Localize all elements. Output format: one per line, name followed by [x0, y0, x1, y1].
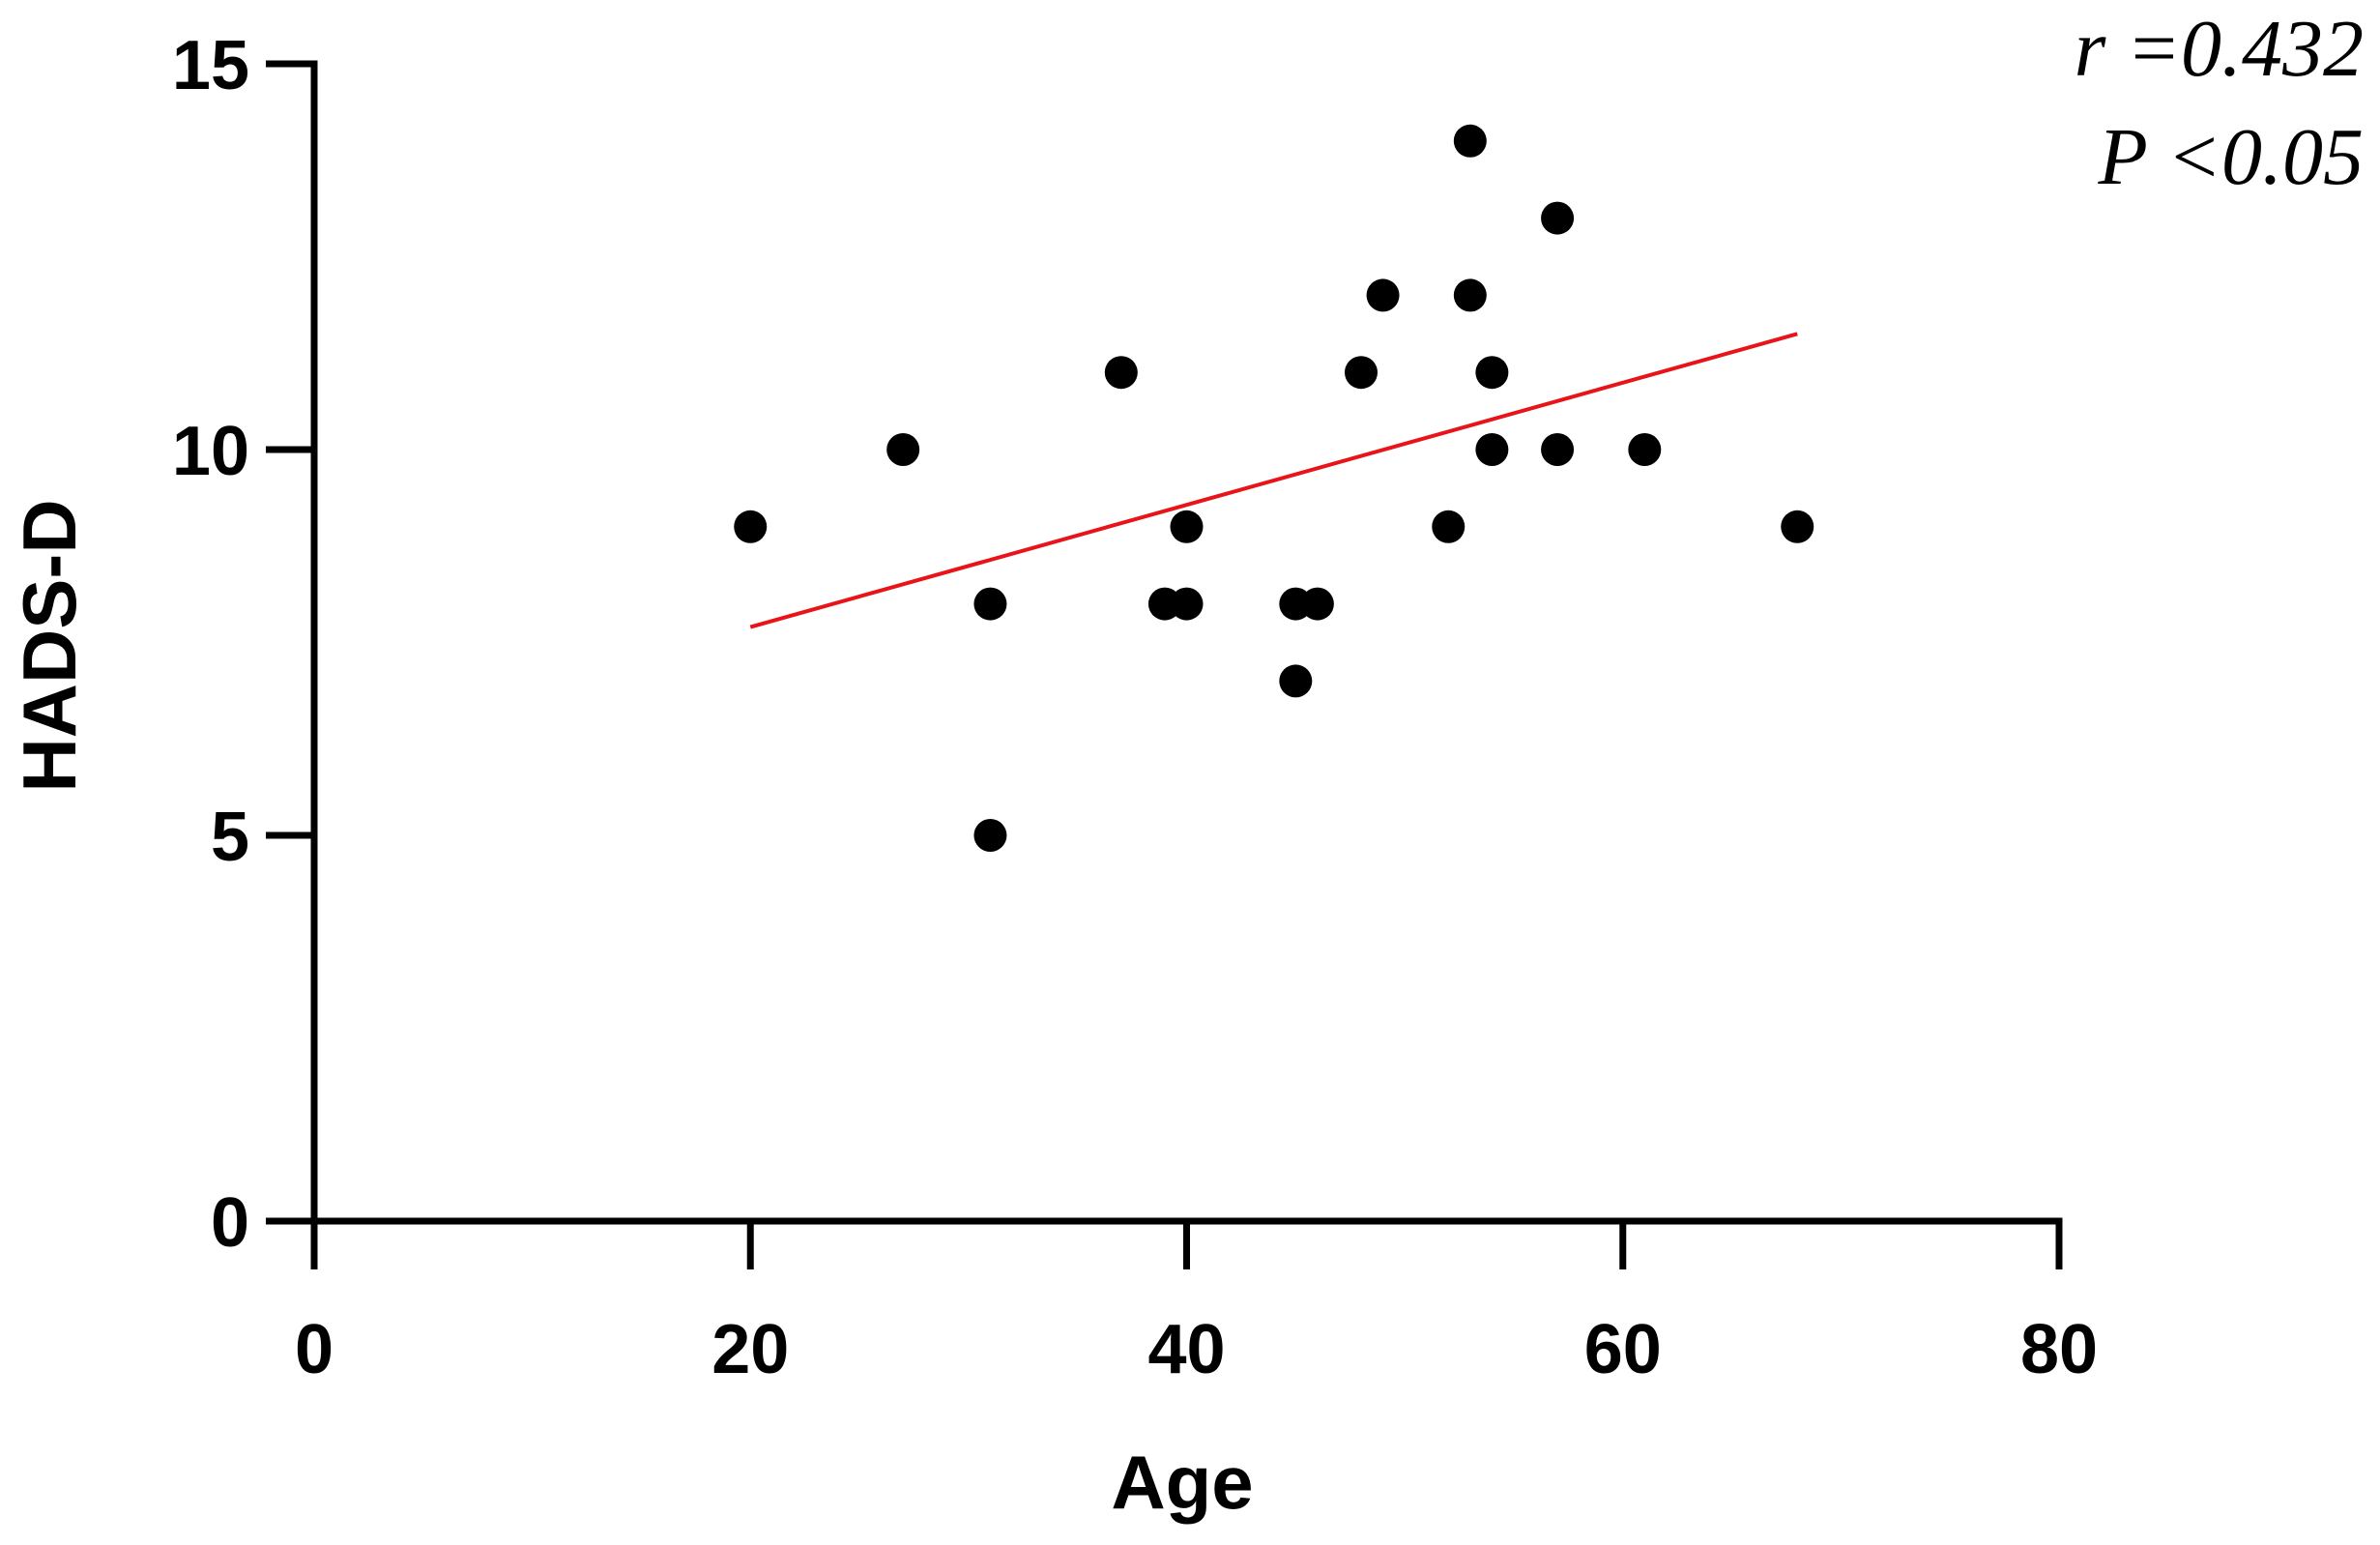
- data-point: [1453, 124, 1487, 158]
- data-point: [973, 819, 1007, 852]
- x-tick-label: 80: [2020, 1311, 2098, 1388]
- data-point: [1170, 587, 1204, 621]
- data-point: [1432, 510, 1466, 543]
- y-ticks: 0 5 10 15: [172, 27, 314, 1262]
- data-point: [1279, 664, 1313, 698]
- p-value-text: P <0.05: [2098, 112, 2364, 202]
- y-axis-label: HADS-D: [7, 499, 92, 792]
- data-point: [1345, 356, 1378, 390]
- x-tick-label: 20: [711, 1311, 789, 1388]
- x-tick-label: 60: [1584, 1311, 1662, 1388]
- data-point: [1541, 433, 1575, 466]
- x-tick-label: 40: [1147, 1311, 1225, 1388]
- y-tick-label: 5: [211, 799, 249, 876]
- data-points: [734, 124, 1814, 852]
- x-axis-label: Age: [1111, 1440, 1253, 1525]
- y-tick-label: 10: [172, 413, 249, 490]
- data-point: [886, 433, 920, 466]
- plot-area: 0 20 40 60 80 0 5 10 15: [172, 27, 2098, 1388]
- data-point: [1453, 278, 1487, 312]
- x-tick-label: 0: [295, 1311, 334, 1388]
- x-ticks: 0 20 40 60 80: [295, 1221, 2098, 1388]
- y-tick-label: 0: [211, 1184, 249, 1262]
- data-point: [1300, 587, 1334, 621]
- regression-line: [749, 332, 1798, 629]
- correlation-coefficient-text: r =0.432: [2075, 4, 2364, 94]
- data-point: [1541, 201, 1575, 235]
- data-point: [1781, 510, 1814, 543]
- data-point: [973, 587, 1007, 621]
- y-tick-label: 15: [172, 27, 249, 104]
- data-point: [1104, 356, 1138, 390]
- data-point: [1170, 510, 1204, 543]
- data-point: [1475, 356, 1509, 390]
- data-point: [734, 510, 768, 543]
- data-point: [1628, 433, 1662, 466]
- data-point: [1475, 433, 1509, 466]
- data-point: [1366, 278, 1400, 312]
